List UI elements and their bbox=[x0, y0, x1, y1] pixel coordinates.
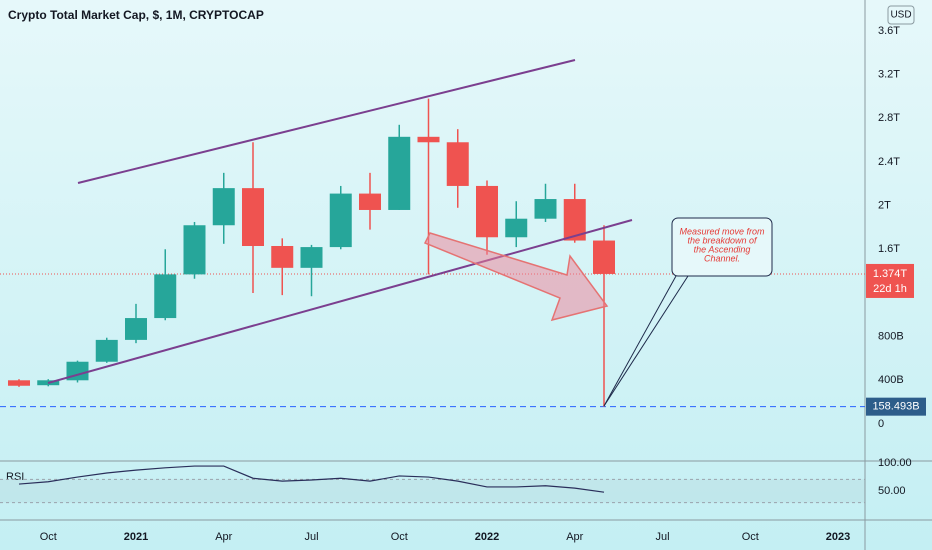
rsi-tick-label: 100.00 bbox=[878, 457, 912, 469]
candle-body bbox=[95, 339, 118, 362]
pointer bbox=[603, 275, 677, 407]
last-price-label: 1.374T bbox=[873, 268, 908, 280]
candle-body bbox=[359, 193, 381, 210]
x-tick-label: 2023 bbox=[826, 531, 850, 543]
y-tick-label: 400B bbox=[878, 374, 904, 386]
candle-body bbox=[329, 193, 352, 248]
annotation-box bbox=[671, 217, 773, 277]
pointer bbox=[603, 275, 689, 407]
last-price-box bbox=[866, 263, 914, 298]
annotation-text: Channel. bbox=[704, 253, 740, 263]
arrow bbox=[423, 232, 609, 322]
annotation-text: the breakdown of bbox=[687, 235, 758, 245]
candle-body bbox=[417, 136, 440, 143]
candle-body bbox=[183, 225, 206, 275]
target-box bbox=[866, 397, 926, 416]
candle-body bbox=[8, 380, 30, 386]
candle-body bbox=[271, 245, 294, 268]
y-tick-label: 2.8T bbox=[878, 112, 900, 124]
countdown: 22d 1h bbox=[873, 283, 907, 295]
candle-body bbox=[446, 142, 469, 186]
x-tick-label: Jul bbox=[304, 531, 318, 543]
candle-body bbox=[505, 218, 528, 238]
candle-body bbox=[476, 185, 498, 238]
annotation-text: Measured move from bbox=[679, 226, 765, 236]
y-tick-label: 1.6T bbox=[878, 243, 900, 255]
x-tick-label: Oct bbox=[391, 531, 408, 543]
x-tick-label: Apr bbox=[566, 531, 583, 543]
rsi-label: RSI bbox=[6, 471, 24, 483]
rsi-tick-label: 50.00 bbox=[878, 485, 906, 497]
rsi-line bbox=[18, 465, 605, 493]
plot bbox=[0, 98, 865, 408]
annotation-text: the Ascending bbox=[694, 244, 751, 254]
currency: USD bbox=[890, 10, 911, 21]
x-tick-label: Oct bbox=[40, 531, 57, 543]
candle-body bbox=[563, 199, 586, 241]
candle-body bbox=[388, 136, 411, 210]
candle-body bbox=[125, 318, 147, 340]
candle-body bbox=[212, 188, 235, 226]
rsi-band bbox=[0, 479, 865, 503]
candle-body bbox=[154, 274, 177, 319]
candle-body bbox=[593, 240, 615, 274]
candle-body bbox=[300, 247, 323, 268]
y-tick-label: 3.2T bbox=[878, 68, 900, 80]
x-tick-label: 2021 bbox=[124, 531, 148, 543]
channel-lower bbox=[47, 219, 633, 384]
y-tick-label: 800B bbox=[878, 331, 904, 343]
x-tick-label: 2022 bbox=[475, 531, 499, 543]
y-tick-label: 2.4T bbox=[878, 156, 900, 168]
candle-body bbox=[242, 188, 264, 246]
x-tick-label: Apr bbox=[215, 531, 232, 543]
currency-box bbox=[887, 5, 915, 25]
y-tick-label: 3.6T bbox=[878, 25, 900, 37]
y-tick-label: 2T bbox=[878, 200, 891, 212]
candle-body bbox=[534, 199, 557, 219]
y-tick-label: 0 bbox=[878, 418, 884, 430]
channel-upper bbox=[77, 59, 576, 184]
x-tick-label: Oct bbox=[742, 531, 759, 543]
target-label: 158.493B bbox=[872, 401, 919, 413]
x-tick-label: Jul bbox=[655, 531, 669, 543]
chart-title: Crypto Total Market Cap, $, 1M, CRYPTOCA… bbox=[8, 8, 264, 22]
